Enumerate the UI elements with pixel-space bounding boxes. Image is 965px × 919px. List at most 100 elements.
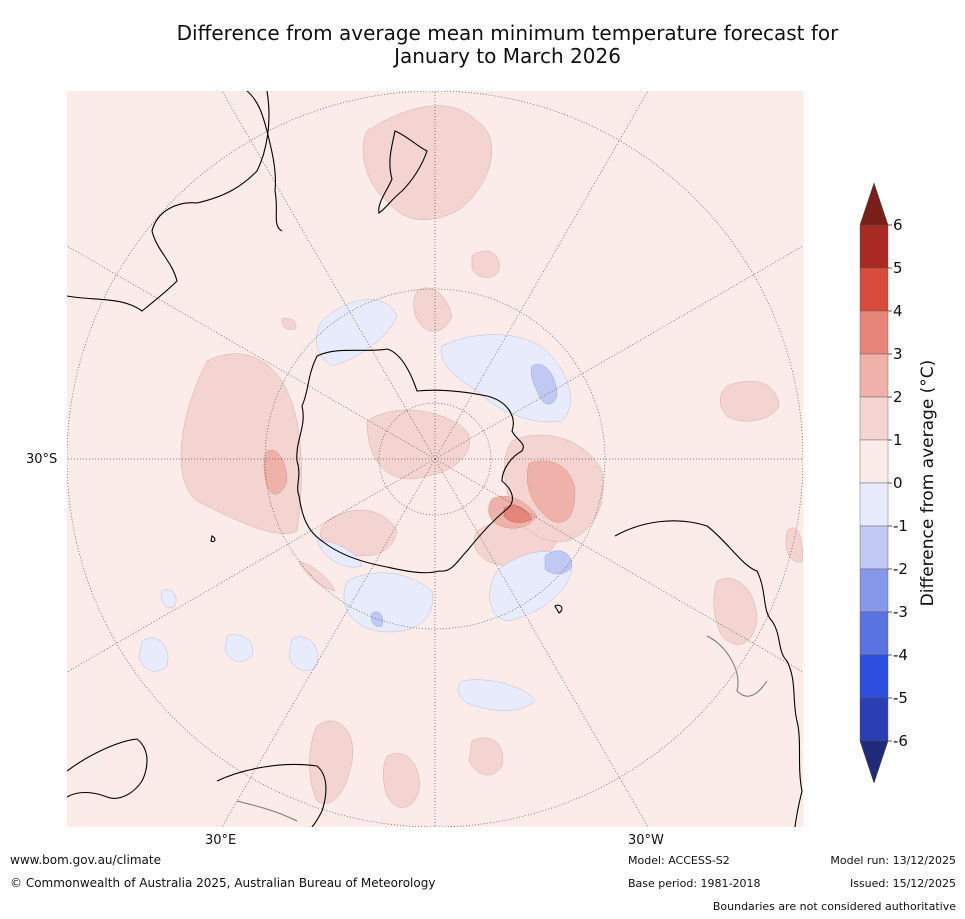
meridian: [434, 91, 649, 460]
colorbar-bin: [859, 439, 889, 484]
anomaly-cool-1-2: [371, 364, 573, 627]
anomaly-region: [320, 509, 398, 557]
anomaly-region: [161, 589, 177, 608]
anomaly-warm-1-2: [180, 105, 803, 808]
polar-map[interactable]: [67, 91, 803, 827]
anomaly-region: [298, 560, 336, 592]
meridian: [434, 458, 803, 673]
country-borders: [236, 635, 768, 822]
antarctica-coast: [296, 348, 524, 574]
meridian: [67, 245, 436, 460]
anomaly-region: [413, 287, 453, 332]
colorbar-tick-label: 2: [893, 388, 903, 406]
island-coast: [554, 604, 563, 614]
colorbar-tick-label: 3: [893, 345, 903, 363]
colorbar-tick-label: -1: [893, 517, 908, 535]
colorbar-tick-label: -2: [893, 560, 908, 578]
colorbar-bin: [859, 611, 889, 656]
anomaly-region: [343, 572, 433, 633]
issued-text: Issued: 15/12/2025: [849, 877, 956, 890]
anomaly-warm-2-3: [263, 449, 576, 529]
meridian: [434, 245, 803, 460]
meridian: [221, 458, 436, 827]
colorbar-bin: [859, 654, 889, 699]
colorbar-tick-label: 6: [893, 216, 903, 234]
colorbar: 6 5 4 3 2 1 0 -1 -2 -3 -4 -5 -6: [855, 180, 965, 790]
anomaly-region: [371, 611, 383, 627]
latitude-ring: [378, 402, 492, 516]
colorbar-bin: [859, 697, 889, 742]
anomaly-region: [527, 460, 576, 523]
meridian: [434, 458, 649, 827]
colorbar-tick-label: -6: [893, 732, 908, 750]
website-link[interactable]: www.bom.gov.au/climate: [10, 853, 161, 867]
anomaly-region: [362, 105, 493, 220]
title-line-2: January to March 2026: [394, 44, 621, 68]
colorbar-bin: [859, 568, 889, 613]
anomaly-region: [468, 737, 504, 776]
island-coast: [210, 535, 216, 543]
latitude-ring: [264, 288, 606, 630]
colorbar-title: Difference from average (°C): [918, 359, 938, 607]
model-run-text: Model run: 13/12/2025: [830, 854, 956, 867]
anomaly-region: [224, 634, 254, 662]
map-title: Difference from average mean minimum tem…: [60, 22, 955, 68]
anomaly-region: [503, 505, 533, 523]
model-text: Model: ACCESS-S2: [628, 854, 730, 867]
anomaly-region: [713, 578, 758, 645]
colorbar-extend-under: [859, 740, 889, 784]
colorbar-extend-over: [859, 182, 889, 226]
anomaly-region: [531, 364, 558, 405]
colorbar-tick-label: 1: [893, 431, 903, 449]
lon-label-30w: 30°W: [628, 833, 664, 848]
anomaly-region: [785, 527, 803, 563]
anomaly-region: [383, 753, 420, 808]
colorbar-tick-label: 4: [893, 302, 903, 320]
australia-east-coast: [246, 91, 283, 232]
south-america-coast: [614, 520, 803, 827]
anomaly-warm-3-4: [503, 505, 533, 523]
australia-coast: [67, 91, 270, 312]
colorbar-bin: [859, 482, 889, 527]
colorbar-tick-label: 0: [893, 474, 903, 492]
base-period-text: Base period: 1981-2018: [628, 877, 761, 890]
colorbar-tick-label: -5: [893, 689, 908, 707]
lat-label-30s: 30°S: [26, 452, 58, 467]
anomaly-region: [316, 299, 398, 367]
anomaly-region: [441, 334, 571, 423]
disclaimer-text: Boundaries are not considered authoritat…: [712, 900, 956, 913]
anomaly-region: [263, 449, 288, 495]
colorbar-bin: [859, 267, 889, 312]
anomaly-region: [471, 250, 500, 278]
africa-coast: [67, 738, 148, 799]
anomaly-region: [281, 318, 297, 330]
colorbar-tick-label: -4: [893, 646, 908, 664]
border-line: [236, 800, 298, 822]
anomaly-region: [544, 550, 573, 575]
meridian: [67, 458, 436, 673]
madagascar-coast: [216, 763, 327, 827]
colorbar-bin: [859, 353, 889, 398]
colorbar-bin: [859, 396, 889, 441]
meridian: [221, 91, 436, 460]
anomaly-cool-0-1: [138, 299, 573, 711]
border-line: [706, 635, 768, 697]
anomaly-region: [457, 679, 536, 711]
graticule: [67, 91, 803, 827]
lon-label-30e: 30°E: [205, 833, 237, 848]
anomaly-region: [288, 636, 319, 671]
anomaly-region: [316, 540, 363, 568]
anomaly-region: [720, 380, 780, 422]
copyright-text: © Commonwealth of Australia 2025, Austra…: [10, 876, 436, 890]
colorbar-bin: [859, 224, 889, 269]
colorbar-bin: [859, 310, 889, 355]
colorbar-tick-label: -3: [893, 603, 908, 621]
colorbar-tick-label: 5: [893, 259, 903, 277]
colorbar-bin: [859, 525, 889, 570]
title-line-1: Difference from average mean minimum tem…: [176, 21, 839, 45]
coastlines: [67, 91, 803, 827]
new-zealand-coast: [378, 130, 428, 214]
anomaly-region: [138, 637, 169, 672]
colorbar-svg: 6 5 4 3 2 1 0 -1 -2 -3 -4 -5 -6: [859, 182, 908, 784]
map-panel[interactable]: [67, 91, 803, 827]
